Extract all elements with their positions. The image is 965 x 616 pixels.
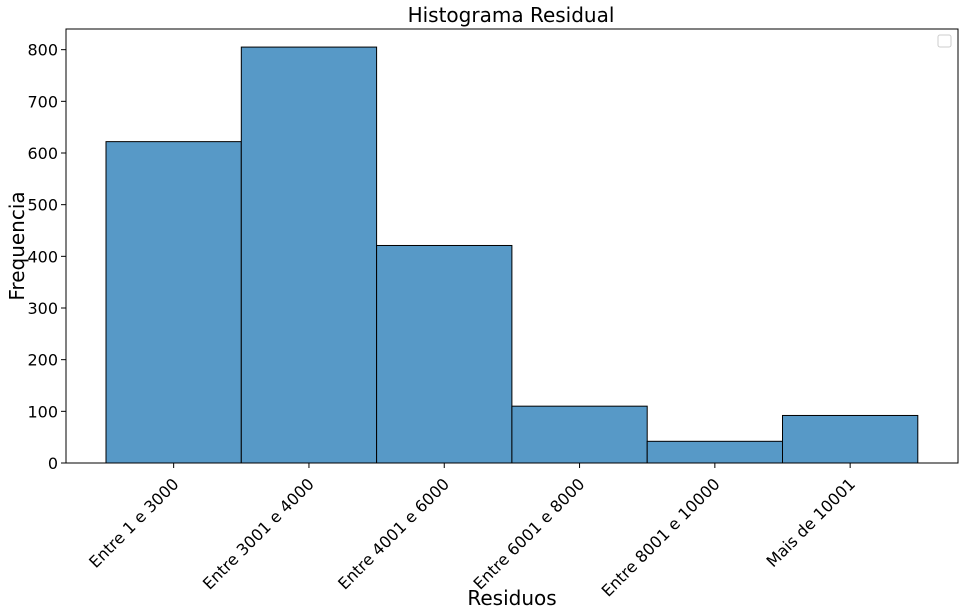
y-axis-label: Frequencia [5,191,29,300]
x-tick-label: Mais de 10001 [762,474,858,570]
y-tick-label: 100 [27,402,58,421]
y-tick-label: 500 [27,196,58,215]
x-axis-label: Residuos [467,586,556,610]
x-tick-label: Entre 8001 e 10000 [598,474,724,600]
plot-frame [65,28,959,464]
histogram-bar [646,440,784,464]
y-ticks-group: 0 100 200 300 400 500 600 700 800 [27,41,66,473]
y-tick-label: 400 [27,247,58,266]
y-tick-label: 200 [27,351,58,370]
x-ticks-group: Entre 1 e 3000 Entre 3001 e 4000 Entre 400… [85,463,859,600]
y-tick-label: 0 [48,454,58,473]
x-tick-label: Entre 3001 e 4000 [199,474,318,593]
y-tick-label: 800 [27,41,58,60]
x-tick-label: Entre 1 e 3000 [85,474,182,571]
chart-title: Histograma Residual [408,3,615,27]
y-tick-label: 300 [27,299,58,318]
histogram-bar [511,405,648,464]
bars-group [105,46,919,464]
y-tick-label: 700 [27,92,58,111]
histogram-bar [240,46,378,464]
x-tick-label: Entre 4001 e 6000 [334,474,453,593]
x-tick-label: Entre 6001 e 8000 [469,474,588,593]
histogram-bar [376,244,513,464]
histogram-bar [782,414,919,464]
legend-box [937,34,952,48]
histogram-bar [105,141,242,464]
y-tick-label: 600 [27,144,58,163]
